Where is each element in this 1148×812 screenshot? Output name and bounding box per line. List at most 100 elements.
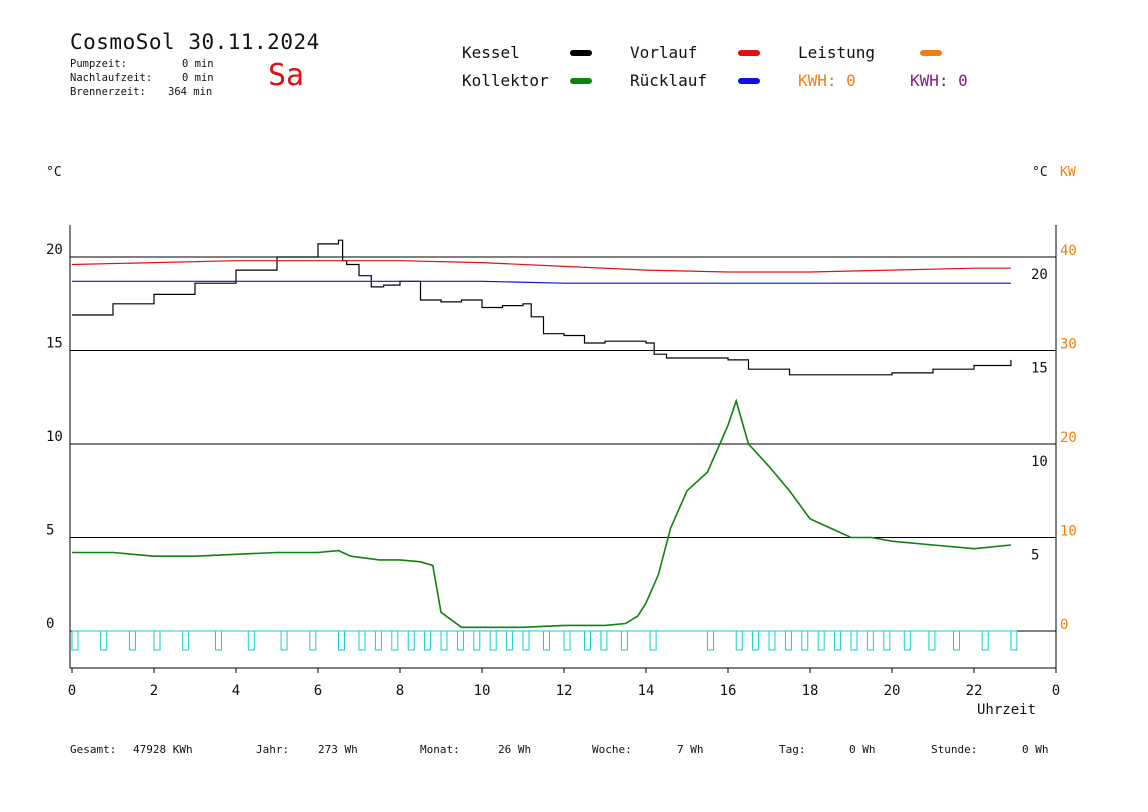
x-tick-label: 8	[396, 683, 404, 699]
pulse-mark	[784, 630, 792, 651]
pulse-mark	[768, 630, 776, 651]
pulse-mark	[981, 630, 989, 651]
pulse-mark	[440, 630, 448, 651]
x-axis-label: Uhrzeit	[977, 702, 1036, 718]
footer-monat-label: Monat:	[420, 743, 460, 756]
footer-tag-label: Tag:	[779, 743, 806, 756]
pulse-mark	[817, 630, 825, 651]
pulse-mark	[752, 630, 760, 651]
pulse-mark	[834, 630, 842, 651]
pulse-mark	[338, 630, 345, 651]
footer-jahr-value: 273 Wh	[318, 743, 358, 756]
x-tick-label: 6	[314, 683, 322, 699]
x-tick-label: 0	[1052, 683, 1060, 699]
legend-leistung-label: Leistung	[798, 43, 876, 62]
pulse-mark	[489, 630, 497, 651]
y-tick-right-c: 5	[1031, 548, 1039, 564]
left-unit-label: °C	[46, 165, 62, 180]
pulse-mark	[953, 630, 960, 651]
y-tick-left: 15	[46, 336, 63, 352]
footer-woche-value: 7 Wh	[677, 743, 704, 756]
pulse-mark	[620, 630, 628, 651]
pulse-mark	[1010, 630, 1018, 651]
footer-gesamt-value: 47928 KWh	[133, 743, 193, 756]
pulse-mark	[407, 630, 415, 651]
y-tick-left: 20	[46, 242, 63, 258]
footer-stunde-label: Stunde:	[931, 743, 978, 756]
pulse-mark	[374, 630, 382, 651]
legend-kessel-swatch	[570, 50, 592, 56]
legend-vorlauf-swatch	[738, 50, 760, 56]
legend-ruecklauf-swatch	[738, 78, 760, 84]
pulse-mark	[801, 630, 809, 651]
series-line-vorlauf	[71, 260, 1011, 273]
footer-monat-value: 26 Wh	[498, 743, 532, 756]
pulse-mark	[473, 630, 481, 651]
legend-kessel-label: Kessel	[462, 43, 520, 62]
kwh-secondary-label: KWH: 0	[910, 71, 968, 90]
stat-brennerzeit-label: Brennerzeit:	[70, 86, 146, 98]
x-tick-label: 18	[802, 683, 819, 699]
pulse-mark	[649, 630, 657, 651]
series-line-kollektor	[72, 398, 1011, 629]
footer-tag-value: 0 Wh	[849, 743, 876, 756]
x-tick-label: 14	[638, 683, 655, 699]
y-tick-left: 5	[46, 523, 54, 539]
y-tick-left: 10	[46, 429, 63, 445]
x-tick-label: 2	[150, 683, 158, 699]
x-tick-label: 10	[474, 683, 491, 699]
weekday-label: Sa	[268, 58, 305, 93]
pulse-mark	[506, 630, 514, 651]
x-tick-label: 0	[68, 683, 76, 699]
kwh-leistung-label: KWH: 0	[798, 71, 856, 90]
pulse-mark	[883, 630, 891, 651]
legend-ruecklauf-label: Rücklauf	[630, 71, 708, 90]
pulse-mark	[707, 630, 714, 651]
legend-leistung-swatch	[920, 50, 942, 56]
pulse-mark	[153, 630, 161, 651]
pulse-mark	[71, 630, 79, 651]
y-tick-right-c: 10	[1031, 454, 1048, 470]
pulse-mark	[522, 630, 530, 651]
footer-stunde-value: 0 Wh	[1022, 743, 1049, 756]
pulse-mark	[309, 630, 317, 651]
right-unit-kw-label: KW	[1060, 165, 1076, 180]
series-line-rcklauf	[72, 280, 1011, 284]
pulse-mark	[247, 630, 255, 651]
pulse-mark	[100, 630, 108, 651]
right-unit-c-label: °C	[1032, 165, 1048, 180]
x-tick-label: 20	[884, 683, 901, 699]
footer-woche-label: Woche:	[592, 743, 632, 756]
x-tick-label: 12	[556, 683, 573, 699]
chart-date: 30.11.2024	[188, 30, 320, 54]
y-tick-right-kw: 40	[1060, 243, 1077, 259]
pulse-mark	[928, 630, 936, 651]
pulse-mark	[735, 630, 743, 651]
pulse-mark	[424, 630, 432, 651]
stat-pumpzeit-value: 0 min	[182, 58, 214, 70]
pulse-mark	[391, 630, 399, 651]
pulse-mark	[215, 630, 222, 651]
stat-nachlaufzeit-label: Nachlaufzeit:	[70, 72, 153, 84]
y-tick-right-kw: 10	[1060, 524, 1077, 540]
pulse-mark	[280, 630, 288, 651]
app-title: CosmoSol 30.11.2024	[70, 30, 320, 54]
footer-gesamt-label: Gesamt:	[70, 743, 117, 756]
pulse-mark	[358, 630, 366, 651]
pulse-mark	[128, 630, 136, 651]
y-tick-right-kw: 0	[1060, 617, 1068, 633]
y-tick-right-c: 15	[1031, 361, 1048, 377]
pulse-mark	[850, 630, 858, 651]
legend-kollektor-label: Kollektor	[462, 71, 549, 90]
stat-pumpzeit-label: Pumpzeit:	[70, 58, 127, 70]
legend-kollektor-swatch	[570, 78, 592, 84]
pulse-mark	[543, 630, 550, 651]
footer-jahr-label: Jahr:	[256, 743, 290, 756]
pulse-mark	[584, 630, 591, 651]
pulse-mark	[182, 630, 190, 651]
stat-nachlaufzeit-value: 0 min	[182, 72, 214, 84]
pulse-mark	[866, 630, 874, 651]
y-tick-left: 0	[46, 616, 54, 632]
x-tick-label: 16	[720, 683, 737, 699]
